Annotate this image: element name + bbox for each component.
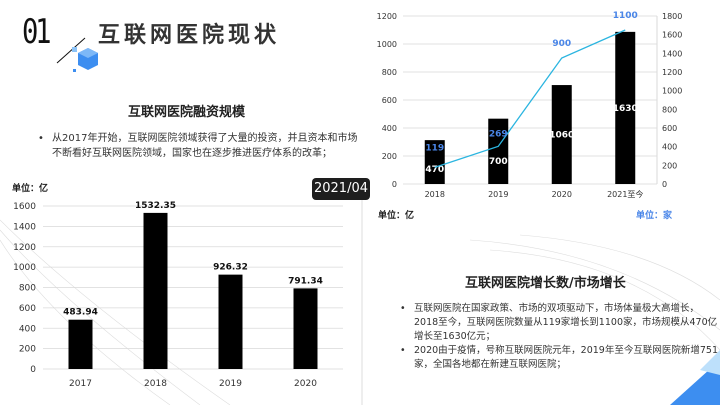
x-tick-label: 2017 xyxy=(69,379,92,389)
y-tick-label: 0 xyxy=(30,365,36,375)
right-y-tick-label: 0 xyxy=(662,180,667,189)
y-tick-label: 1200 xyxy=(13,243,36,253)
x-tick-label: 2018 xyxy=(425,190,445,199)
line-data-label: 269 xyxy=(489,129,508,139)
right-y-tick-label: 1000 xyxy=(662,87,682,96)
bar-data-label: 1630 xyxy=(613,104,638,114)
right-y-tick-label: 1600 xyxy=(662,31,682,40)
bullet-item: 互联网医院在国家政策、市场的双项驱动下，市场体量极大高增长，2018至今，互联网… xyxy=(400,302,718,344)
y-tick-label: 400 xyxy=(19,324,36,334)
financing-section-title: 互联网医院融资规模 xyxy=(128,105,246,120)
right-y-tick-label: 800 xyxy=(662,105,677,114)
right-y-tick-label: 1200 xyxy=(662,68,682,77)
data-label: 1532.35 xyxy=(135,201,176,211)
right-chart-unit-right: 单位：家 xyxy=(636,211,673,221)
growth-combo-chart: 0 200 400 600 800 1000 1200 0 200 400 600 800 1000 12… xyxy=(377,11,683,199)
line-data-label: 119 xyxy=(425,143,444,153)
left-y-tick-label: 600 xyxy=(382,96,397,105)
bar-data-label: 1060 xyxy=(549,131,574,141)
line-data-label: 1100 xyxy=(613,11,638,21)
data-label: 791.34 xyxy=(288,276,323,286)
financing-description: 从2017年开始，互联网医院领域获得了大量的投资，并且资本和市场不断看好互联网医… xyxy=(38,131,358,161)
page-title: 互联网医院现状 xyxy=(98,23,281,48)
y-tick-label: 1400 xyxy=(13,222,36,232)
right-y-tick-label: 400 xyxy=(662,143,677,152)
data-label: 926.32 xyxy=(213,263,248,273)
bullet-item: 2020由于疫情，号称互联网医院元年，2019年至今互联网医院新增751家，全国… xyxy=(400,344,718,372)
left-y-tick-label: 1200 xyxy=(377,12,397,21)
bar xyxy=(143,212,168,369)
x-tick-label: 2019 xyxy=(488,190,508,199)
x-tick-label: 2021至今 xyxy=(607,189,643,199)
left-y-tick-label: 400 xyxy=(382,124,397,133)
right-y-tick-label: 1400 xyxy=(662,49,682,58)
cube-icon xyxy=(56,37,98,72)
growth-section-title: 互联网医院增长数/市场增长 xyxy=(465,276,626,291)
y-tick-label: 800 xyxy=(19,284,36,294)
section-number: 01 xyxy=(22,12,52,52)
bar xyxy=(551,85,572,184)
right-chart-unit-left: 单位：亿 xyxy=(378,211,415,221)
x-tick-label: 2019 xyxy=(219,379,242,389)
financing-bar-chart: 0 200 400 600 800 1000 1200 1400 1600 483.94 2017 1… xyxy=(13,201,343,389)
data-label: 483.94 xyxy=(63,308,98,318)
y-tick-label: 200 xyxy=(19,345,36,355)
right-y-tick-label: 600 xyxy=(662,124,677,133)
growth-description: 互联网医院在国家政策、市场的双项驱动下，市场体量极大高增长，2018至今，互联网… xyxy=(400,302,718,372)
left-y-tick-label: 200 xyxy=(382,152,397,161)
bar-data-label: 470 xyxy=(425,165,444,175)
y-tick-label: 600 xyxy=(19,304,36,314)
x-tick-label: 2018 xyxy=(144,379,167,389)
bar xyxy=(293,288,318,369)
bar xyxy=(424,140,445,184)
bar xyxy=(218,274,243,369)
left-y-tick-label: 1000 xyxy=(377,40,397,49)
line-data-label: 900 xyxy=(552,39,571,49)
date-badge: 2021/04 xyxy=(312,178,370,200)
line-series xyxy=(434,29,626,168)
bar xyxy=(615,31,636,184)
bar xyxy=(68,319,93,369)
left-y-tick-label: 800 xyxy=(382,68,397,77)
bullet-item: 从2017年开始，互联网医院领域获得了大量的投资，并且资本和市场不断看好互联网医… xyxy=(38,131,358,161)
bar-data-label: 700 xyxy=(489,157,508,167)
x-tick-label: 2020 xyxy=(552,190,572,199)
right-y-tick-label: 200 xyxy=(662,161,677,170)
right-y-tick-label: 1800 xyxy=(662,12,682,21)
left-y-tick-label: 0 xyxy=(392,180,397,189)
y-tick-label: 1000 xyxy=(13,263,36,273)
left-chart-unit: 单位：亿 xyxy=(12,184,49,194)
x-tick-label: 2020 xyxy=(294,379,317,389)
bar xyxy=(488,118,509,184)
y-tick-label: 1600 xyxy=(13,202,36,212)
